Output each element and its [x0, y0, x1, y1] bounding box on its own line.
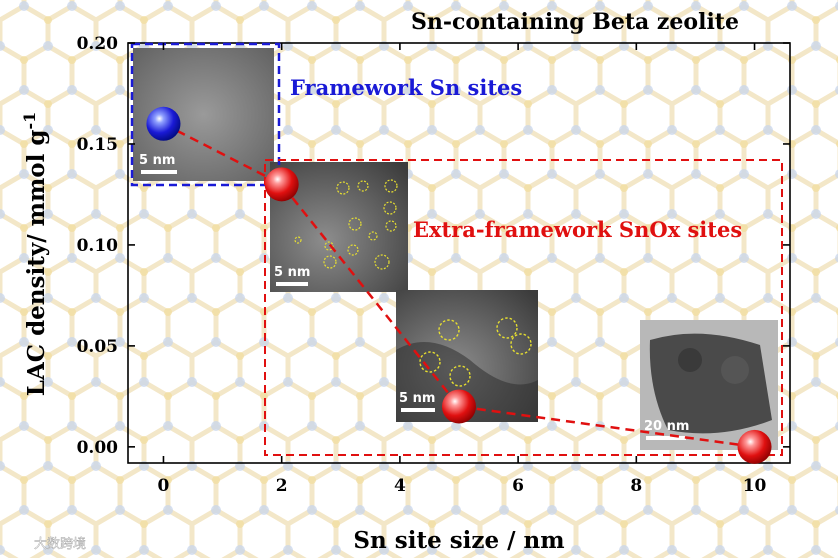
data-point: [442, 389, 476, 424]
data-point: [264, 167, 299, 202]
x-tick-label: 0: [158, 476, 170, 496]
plot-frame: [127, 42, 791, 464]
data-point: [737, 429, 772, 464]
tem-inset-large-particles: 20 nm: [640, 320, 778, 450]
extra-framework-region-box: [264, 159, 783, 456]
y-tick-label: 0.20: [77, 34, 119, 54]
x-tick-label: 8: [630, 476, 642, 496]
y-axis-label-superscript: -1: [20, 112, 39, 130]
y-axis-label-group: LAC density/ mmol g-1: [20, 112, 50, 396]
y-tick-label: 0.10: [77, 236, 119, 256]
inset-scale-label: 5 nm: [139, 153, 175, 168]
y-axis-label-text: LAC density/ mmol g: [23, 130, 50, 397]
chart-title: Sn-containing Beta zeolite: [411, 9, 739, 35]
inset-scale-label: 5 nm: [274, 265, 310, 280]
trend-line-path: [162, 122, 755, 449]
x-tick-label: 4: [394, 476, 406, 496]
data-points: [146, 106, 772, 464]
framework-annotation: Framework Sn sites: [290, 75, 522, 100]
axis-ticks: 0 2 4 6 8 10 0.00 0.05 0.10 0.15 0.20: [77, 34, 790, 496]
watermark: 大数跨境: [34, 537, 86, 552]
y-tick-label: 0.05: [77, 337, 118, 357]
tem-inset-small-clusters: 5 nm: [270, 162, 408, 292]
y-tick-label: 0.15: [77, 135, 118, 155]
inset-scale-label: 20 nm: [644, 419, 689, 434]
x-tick-label: 10: [743, 476, 767, 496]
x-tick-label: 2: [276, 476, 288, 496]
y-tick-label: 0.00: [77, 438, 119, 458]
inset-scale-label: 5 nm: [399, 391, 435, 406]
trend-line: [162, 122, 755, 449]
y-axis-label: LAC density/ mmol g-1: [20, 112, 50, 396]
data-point: [146, 106, 181, 141]
extra-framework-annotation: Extra-framework SnOx sites: [413, 217, 742, 242]
x-tick-label: 6: [512, 476, 524, 496]
x-axis-label: Sn site size / nm: [353, 527, 564, 554]
